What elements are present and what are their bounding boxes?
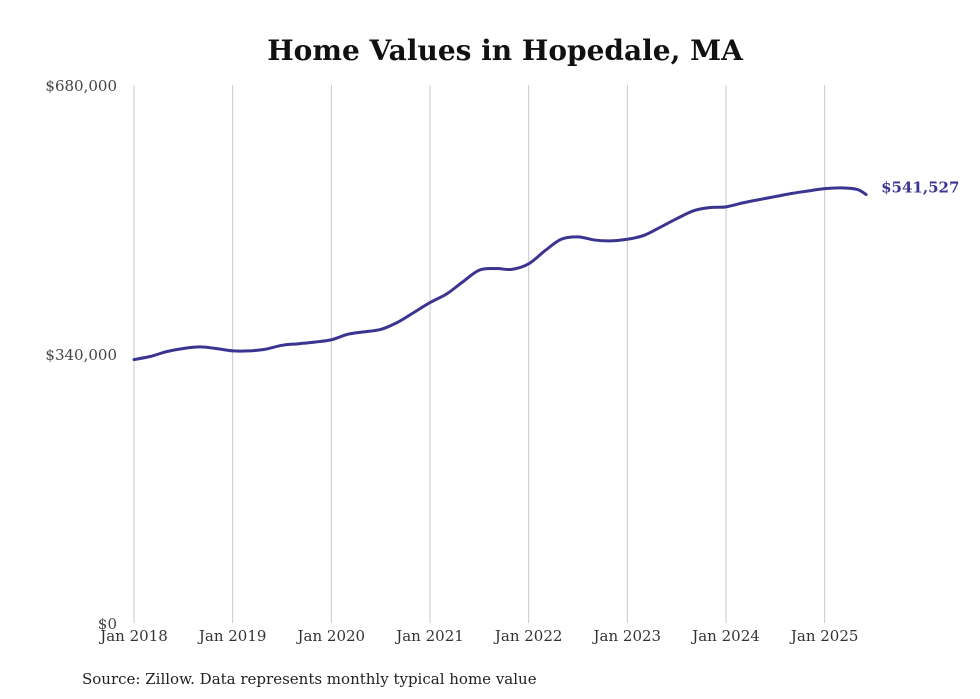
x-tick-label: Jan 2023 xyxy=(592,627,662,645)
y-axis-ticks: $0 $340,000 $680,000 xyxy=(45,77,117,633)
source-note: Source: Zillow. Data represents monthly … xyxy=(82,670,537,688)
x-tick-label: Jan 2020 xyxy=(296,627,366,645)
x-tick-label: Jan 2024 xyxy=(690,627,760,645)
x-axis-ticks: Jan 2018 Jan 2019 Jan 2020 Jan 2021 Jan 2022… xyxy=(98,627,858,645)
chart-title: Home Values in Hopedale, MA xyxy=(267,34,744,67)
x-tick-label: Jan 2018 xyxy=(98,627,168,645)
x-tick-label: Jan 2022 xyxy=(493,627,563,645)
y-tick-label: $0 xyxy=(98,615,117,633)
gridlines xyxy=(133,85,826,623)
x-tick-label: Jan 2019 xyxy=(197,627,267,645)
x-tick-label: Jan 2021 xyxy=(394,627,464,645)
end-value-label: $541,527 xyxy=(881,179,959,197)
home-value-line xyxy=(132,186,868,362)
y-tick-label: $680,000 xyxy=(45,77,117,95)
x-tick-label: Jan 2025 xyxy=(789,627,859,645)
y-tick-label: $340,000 xyxy=(45,346,117,364)
